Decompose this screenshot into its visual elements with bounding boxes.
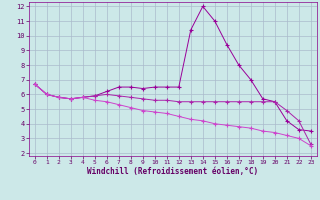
X-axis label: Windchill (Refroidissement éolien,°C): Windchill (Refroidissement éolien,°C) — [87, 167, 258, 176]
